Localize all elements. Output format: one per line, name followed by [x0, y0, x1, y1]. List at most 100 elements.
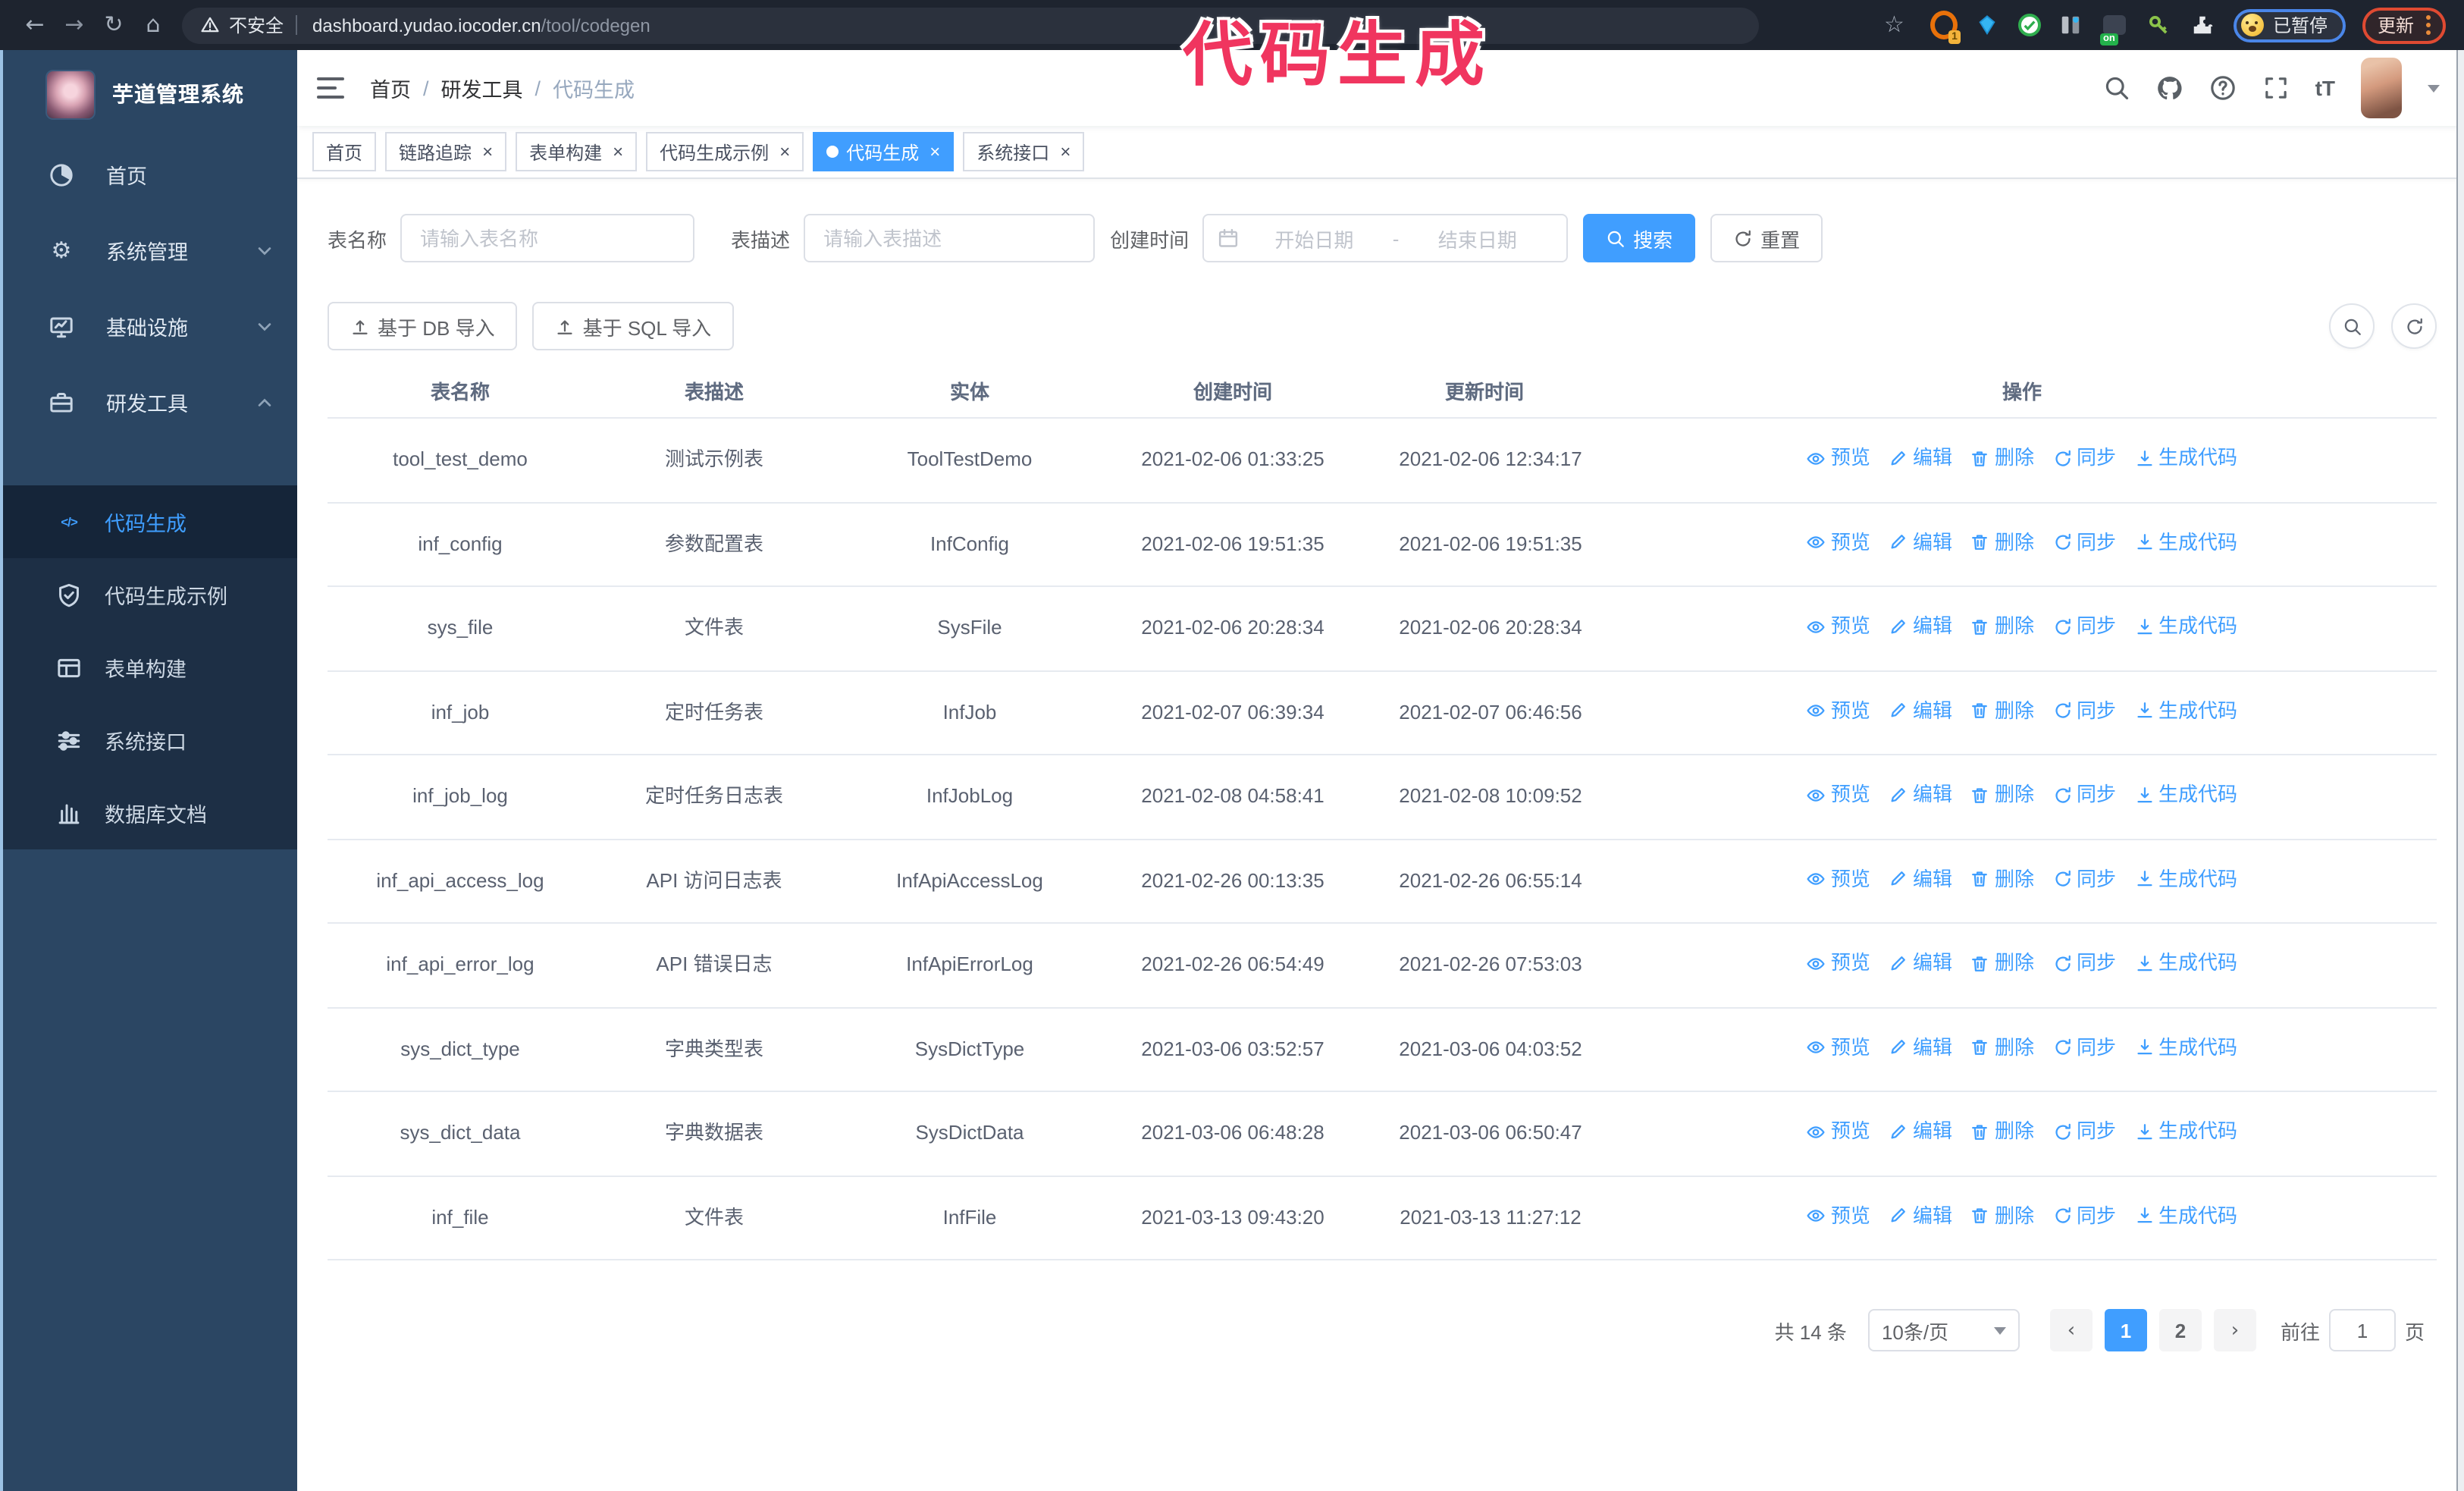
- question-icon[interactable]: [2209, 74, 2237, 102]
- op-delete-link[interactable]: 删除: [1970, 1031, 2034, 1064]
- op-preview-link[interactable]: 预览: [1807, 441, 1870, 475]
- browser-menu-icon[interactable]: [2426, 15, 2431, 35]
- op-generate-link[interactable]: 生成代码: [2134, 778, 2237, 811]
- op-preview-link[interactable]: 预览: [1807, 694, 1870, 727]
- op-edit-link[interactable]: 编辑: [1889, 526, 1952, 559]
- tab-form-builder[interactable]: 表单构建: [516, 132, 638, 171]
- home-button[interactable]: ⌂: [146, 11, 161, 38]
- hamburger-icon[interactable]: [317, 77, 344, 99]
- sidebar-item-dev-tools[interactable]: 研发工具: [0, 364, 297, 440]
- font-size-icon[interactable]: tT: [2315, 76, 2335, 100]
- sidebar-subitem-form-builder[interactable]: 表单构建: [0, 631, 297, 704]
- page-number-button[interactable]: 2: [2158, 1309, 2202, 1351]
- op-preview-link[interactable]: 预览: [1807, 1031, 1870, 1064]
- paused-pill[interactable]: 已暂停: [2233, 8, 2346, 42]
- op-delete-link[interactable]: 删除: [1970, 694, 2034, 727]
- op-delete-link[interactable]: 删除: [1970, 946, 2034, 980]
- breadcrumb-devtools[interactable]: 研发工具: [440, 79, 523, 102]
- back-button[interactable]: ←: [25, 11, 45, 38]
- extension-sliders-icon[interactable]: [2058, 11, 2085, 39]
- next-page-button[interactable]: ›: [2213, 1309, 2256, 1351]
- op-delete-link[interactable]: 删除: [1970, 778, 2034, 811]
- op-preview-link[interactable]: 预览: [1807, 946, 1870, 980]
- goto-page-input[interactable]: [2328, 1309, 2396, 1351]
- op-sync-link[interactable]: 同步: [2052, 610, 2116, 643]
- page-size-select[interactable]: 10条/页: [1867, 1309, 2020, 1351]
- op-sync-link[interactable]: 同步: [2052, 1031, 2116, 1064]
- prev-page-button[interactable]: ‹: [2049, 1309, 2093, 1351]
- page-number-button[interactable]: 1: [2104, 1309, 2147, 1351]
- breadcrumb-home[interactable]: 首页: [370, 79, 411, 102]
- op-generate-link[interactable]: 生成代码: [2134, 441, 2237, 475]
- op-sync-link[interactable]: 同步: [2052, 946, 2116, 980]
- extension-orange-icon[interactable]: 1: [1930, 11, 1961, 43]
- close-icon[interactable]: [613, 143, 623, 161]
- sidebar-subitem-codegen[interactable]: </> 代码生成: [0, 485, 297, 558]
- bookmark-star-icon[interactable]: ☆: [1884, 11, 1904, 38]
- op-delete-link[interactable]: 删除: [1970, 1115, 2034, 1148]
- import-sql-button[interactable]: 基于 SQL 导入: [532, 302, 735, 350]
- op-delete-link[interactable]: 删除: [1970, 610, 2034, 643]
- op-sync-link[interactable]: 同步: [2052, 778, 2116, 811]
- op-generate-link[interactable]: 生成代码: [2134, 946, 2237, 980]
- op-sync-link[interactable]: 同步: [2052, 441, 2116, 475]
- update-button[interactable]: 更新: [2362, 7, 2446, 43]
- extension-shield-check-icon[interactable]: [2017, 14, 2041, 36]
- op-generate-link[interactable]: 生成代码: [2134, 1031, 2237, 1064]
- toggle-search-button[interactable]: [2329, 303, 2375, 349]
- op-delete-link[interactable]: 删除: [1970, 441, 2034, 475]
- forward-button[interactable]: →: [64, 11, 84, 38]
- op-delete-link[interactable]: 删除: [1970, 526, 2034, 559]
- op-sync-link[interactable]: 同步: [2052, 1115, 2116, 1148]
- close-icon[interactable]: [779, 143, 790, 161]
- op-edit-link[interactable]: 编辑: [1889, 946, 1952, 980]
- op-preview-link[interactable]: 预览: [1807, 610, 1870, 643]
- op-generate-link[interactable]: 生成代码: [2134, 1115, 2237, 1148]
- sidebar-item-system-management[interactable]: ⚙ 系统管理: [0, 212, 297, 288]
- op-edit-link[interactable]: 编辑: [1889, 1031, 1952, 1064]
- extension-gem-icon[interactable]: [1974, 11, 2002, 39]
- sidebar-item-infrastructure[interactable]: 基础设施: [0, 288, 297, 364]
- op-delete-link[interactable]: 删除: [1970, 862, 2034, 896]
- op-sync-link[interactable]: 同步: [2052, 862, 2116, 896]
- tab-codegen[interactable]: 代码生成: [813, 132, 955, 171]
- caret-down-icon[interactable]: [2428, 84, 2440, 92]
- op-generate-link[interactable]: 生成代码: [2134, 694, 2237, 727]
- sidebar-item-home[interactable]: 首页: [0, 137, 297, 212]
- sidebar-subitem-db-doc[interactable]: 数据库文档: [0, 777, 297, 849]
- op-preview-link[interactable]: 预览: [1807, 1199, 1870, 1232]
- reset-button[interactable]: 重置: [1710, 214, 1823, 262]
- sidebar-subitem-codegen-example[interactable]: 代码生成示例: [0, 558, 297, 631]
- op-sync-link[interactable]: 同步: [2052, 694, 2116, 727]
- op-edit-link[interactable]: 编辑: [1889, 694, 1952, 727]
- op-preview-link[interactable]: 预览: [1807, 778, 1870, 811]
- extensions-puzzle-icon[interactable]: [2190, 11, 2217, 39]
- sidebar-subitem-system-api[interactable]: 系统接口: [0, 704, 297, 777]
- date-range-picker[interactable]: 开始日期 - 结束日期: [1202, 214, 1569, 262]
- close-icon[interactable]: [1060, 143, 1071, 161]
- tab-system-api[interactable]: 系统接口: [963, 132, 1085, 171]
- op-edit-link[interactable]: 编辑: [1889, 862, 1952, 896]
- scrollbar[interactable]: [2456, 50, 2464, 1491]
- op-preview-link[interactable]: 预览: [1807, 526, 1870, 559]
- op-sync-link[interactable]: 同步: [2052, 1199, 2116, 1232]
- table-desc-input[interactable]: [804, 214, 1096, 262]
- search-button[interactable]: 搜索: [1583, 214, 1696, 262]
- refresh-table-button[interactable]: [2391, 303, 2437, 349]
- extension-on-icon[interactable]: on: [2099, 11, 2129, 45]
- table-name-input[interactable]: [400, 214, 695, 262]
- logo-row[interactable]: 芋道管理系统: [0, 50, 297, 123]
- op-generate-link[interactable]: 生成代码: [2134, 610, 2237, 643]
- op-edit-link[interactable]: 编辑: [1889, 610, 1952, 643]
- op-preview-link[interactable]: 预览: [1807, 862, 1870, 896]
- op-preview-link[interactable]: 预览: [1807, 1115, 1870, 1148]
- op-edit-link[interactable]: 编辑: [1889, 1115, 1952, 1148]
- search-icon[interactable]: [2103, 74, 2130, 102]
- github-icon[interactable]: [2156, 74, 2183, 102]
- tab-home[interactable]: 首页: [312, 132, 377, 171]
- tab-tracing[interactable]: 链路追踪: [385, 132, 507, 171]
- reload-button[interactable]: ↻: [104, 11, 124, 38]
- op-edit-link[interactable]: 编辑: [1889, 441, 1952, 475]
- extension-key-icon[interactable]: [2146, 11, 2173, 39]
- import-db-button[interactable]: 基于 DB 导入: [328, 302, 518, 350]
